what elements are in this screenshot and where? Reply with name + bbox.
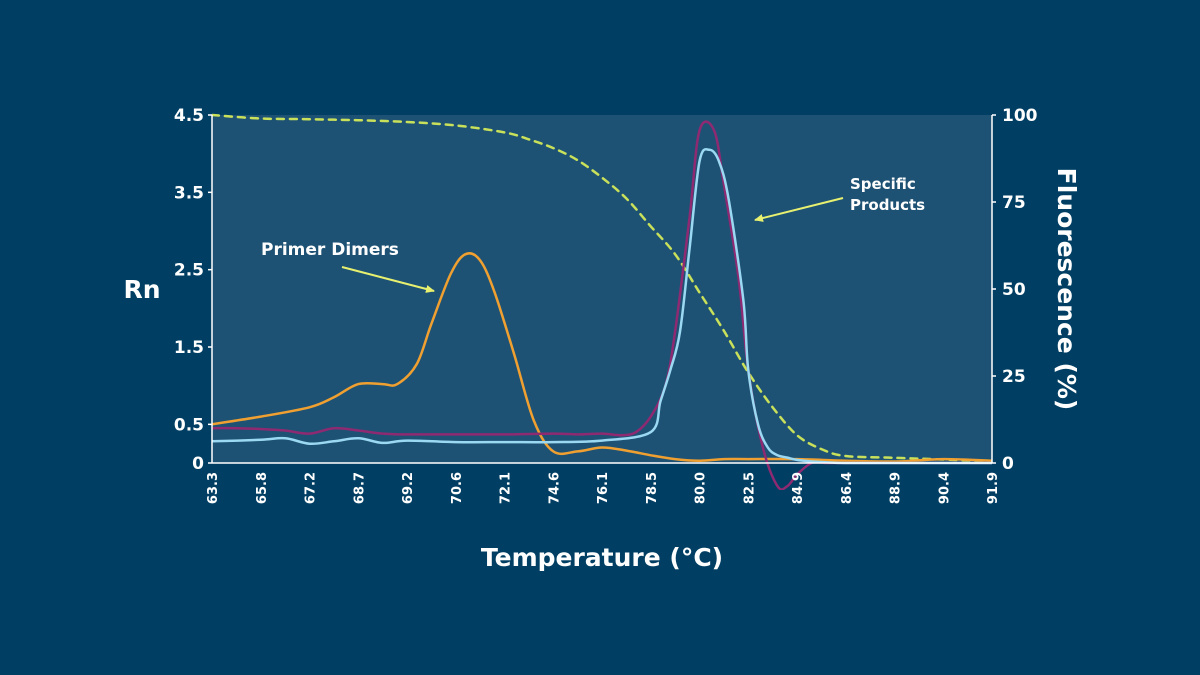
y-left-tick-label: 1.5 xyxy=(174,338,204,358)
x-tick-label: 80.0 xyxy=(694,472,709,504)
x-tick-label: 84.9 xyxy=(791,472,806,504)
y-axis-right-title: Fluorescence (%) xyxy=(1052,168,1081,411)
x-tick-label: 69.2 xyxy=(401,472,416,504)
y-right-tick-label: 50 xyxy=(1002,280,1026,300)
x-tick-label: 78.5 xyxy=(645,472,660,504)
x-tick-label: 74.6 xyxy=(547,472,562,504)
y-right-tick-label: 75 xyxy=(1002,193,1026,213)
series-line-0 xyxy=(212,252,992,463)
y-right-tick-label: 25 xyxy=(1002,367,1026,387)
primer-dimers-arrow xyxy=(341,266,435,293)
plot-area xyxy=(212,115,992,463)
x-tick-label: 76.1 xyxy=(596,472,611,504)
x-tick-label: 88.9 xyxy=(889,472,904,504)
y-left-tick-label: 0.5 xyxy=(174,415,204,435)
x-tick-label: 67.2 xyxy=(304,472,319,504)
primer-dimers-label: Primer Dimers xyxy=(261,240,399,260)
x-tick-label: 63.3 xyxy=(206,472,221,504)
y-right-tick-label: 0 xyxy=(1002,454,1014,474)
series-line-3 xyxy=(212,113,992,463)
specific-products-arrow xyxy=(754,197,844,222)
y-left-tick-label: 3.5 xyxy=(174,183,204,203)
x-tick-label: 90.4 xyxy=(937,472,952,504)
x-axis-title: Temperature (°C) xyxy=(481,543,723,572)
specific-products-label-line1: Specific xyxy=(850,175,916,193)
x-tick-label: 65.8 xyxy=(255,472,270,504)
x-tick-label: 91.9 xyxy=(986,472,1001,504)
y-left-tick-label: 0 xyxy=(192,454,204,474)
series-line-2 xyxy=(212,120,992,490)
series-line-1 xyxy=(212,147,992,465)
y-right-tick-label: 100 xyxy=(1002,106,1038,126)
y-left-tick-label: 2.5 xyxy=(174,261,204,281)
x-tick-label: 68.7 xyxy=(352,472,367,504)
x-tick-label: 70.6 xyxy=(450,472,465,504)
specific-products-label-line2: Products xyxy=(850,196,925,214)
x-tick-label: 82.5 xyxy=(742,472,757,504)
x-tick-label: 72.1 xyxy=(499,472,514,504)
y-axis-left-title: Rn xyxy=(123,275,160,304)
x-tick-label: 86.4 xyxy=(840,472,855,504)
y-left-tick-label: 4.5 xyxy=(174,106,204,126)
